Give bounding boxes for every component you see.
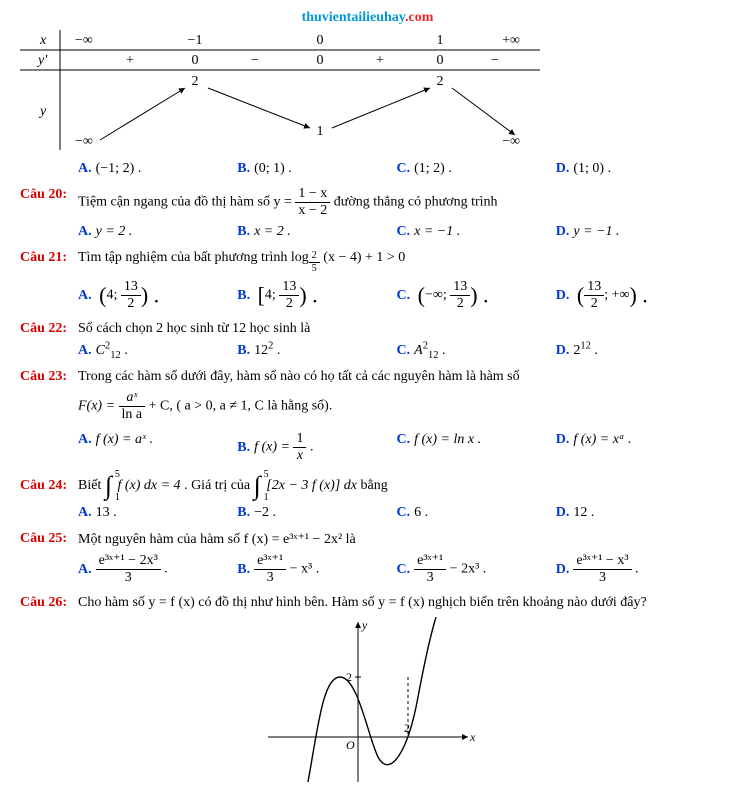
q23-formula: F(x) = aˣln a + C, ( a > 0, a ≠ 1, C là … bbox=[78, 391, 715, 422]
q19-opt-a: A.(−1; 2) . bbox=[78, 161, 237, 177]
q19-opt-d: D.(1; 0) . bbox=[556, 161, 715, 177]
q23-opt-c: C.f (x) = ln x . bbox=[397, 432, 556, 463]
q21-opt-c: C. (−∞; 132) . bbox=[397, 280, 556, 311]
svg-text:+∞: +∞ bbox=[502, 33, 520, 48]
svg-text:−1: −1 bbox=[188, 33, 203, 48]
svg-text:0: 0 bbox=[317, 33, 324, 48]
svg-text:−: − bbox=[491, 53, 499, 68]
question-20: Câu 20: Tiệm cận ngang của đồ thị hàm số… bbox=[20, 187, 715, 218]
q23-opt-a: A.f (x) = aˣ . bbox=[78, 432, 237, 463]
q22-opt-b: B.122 . bbox=[237, 343, 396, 359]
svg-text:y: y bbox=[361, 618, 368, 632]
svg-text:+: + bbox=[126, 53, 134, 68]
svg-text:2: 2 bbox=[192, 74, 199, 89]
q24-opt-c: C.6 . bbox=[397, 505, 556, 521]
q22-opt-c: C.A212 . bbox=[397, 343, 556, 359]
q25-options: A.e³ˣ⁺¹ − 2x³3 . B.e³ˣ⁺¹3 − x³ . C.e³ˣ⁺¹… bbox=[78, 554, 715, 585]
q26-label: Câu 26: bbox=[20, 595, 78, 611]
integral-icon: 5∫1 bbox=[105, 473, 112, 499]
svg-text:x: x bbox=[469, 730, 476, 744]
q20-label: Câu 20: bbox=[20, 187, 78, 203]
svg-text:−∞: −∞ bbox=[75, 33, 93, 48]
svg-text:1: 1 bbox=[317, 124, 324, 139]
q21-label: Câu 21: bbox=[20, 250, 78, 266]
question-21: Câu 21: Tìm tập nghiệm của bất phương tr… bbox=[20, 250, 715, 274]
q22-opt-a: A.C212 . bbox=[78, 343, 237, 359]
svg-text:0: 0 bbox=[317, 53, 324, 68]
q24-opt-d: D.12 . bbox=[556, 505, 715, 521]
q26-graph: x y O 2 2 bbox=[20, 617, 715, 792]
question-26: Câu 26: Cho hàm số y = f (x) có đồ thị n… bbox=[20, 595, 715, 611]
watermark-link: thuvientailieuhay.com bbox=[20, 10, 715, 26]
svg-text:O: O bbox=[346, 738, 355, 752]
q22-opt-d: D.212 . bbox=[556, 343, 715, 359]
question-24: Câu 24: Biết 5∫1 f (x) dx = 4 . Giá trị … bbox=[20, 473, 715, 499]
svg-text:2: 2 bbox=[437, 74, 444, 89]
q24-options: A.13 . B.−2 . C.6 . D.12 . bbox=[78, 505, 715, 521]
integral-icon: 5∫1 bbox=[254, 473, 261, 499]
q20-text: Tiệm cận ngang của đồ thị hàm số y = 1 −… bbox=[78, 187, 715, 218]
q20-opt-b: B.x = 2 . bbox=[237, 224, 396, 240]
q25-opt-b: B.e³ˣ⁺¹3 − x³ . bbox=[237, 554, 396, 585]
watermark-part2: .com bbox=[405, 10, 433, 25]
q19-options: A.(−1; 2) . B.(0; 1) . C.(1; 2) . D.(1; … bbox=[78, 161, 715, 177]
q25-opt-d: D.e³ˣ⁺¹ − x³3 . bbox=[556, 554, 715, 585]
q22-options: A.C212 . B.122 . C.A212 . D.212 . bbox=[78, 343, 715, 359]
question-25: Câu 25: Một nguyên hàm của hàm số f (x) … bbox=[20, 531, 715, 548]
svg-text:−∞: −∞ bbox=[502, 134, 520, 149]
tbl-x-label: x bbox=[39, 33, 47, 48]
q25-label: Câu 25: bbox=[20, 531, 78, 547]
q21-options: A. (4; 132) . B. [4; 132) . C. (−∞; 132)… bbox=[78, 280, 715, 311]
question-23: Câu 23: Trong các hàm số dưới đây, hàm s… bbox=[20, 369, 715, 385]
q24-opt-a: A.13 . bbox=[78, 505, 237, 521]
q25-opt-a: A.e³ˣ⁺¹ − 2x³3 . bbox=[78, 554, 237, 585]
q23-opt-d: D.f (x) = xᵃ . bbox=[556, 432, 715, 463]
svg-text:−∞: −∞ bbox=[75, 134, 93, 149]
q19-opt-b: B.(0; 1) . bbox=[237, 161, 396, 177]
q23-label: Câu 23: bbox=[20, 369, 78, 385]
q22-text: Số cách chọn 2 học sinh từ 12 học sinh l… bbox=[78, 321, 715, 337]
tbl-yprime-label: y' bbox=[36, 53, 48, 68]
q23-text1: Trong các hàm số dưới đây, hàm số nào có… bbox=[78, 369, 715, 385]
svg-text:+: + bbox=[376, 53, 384, 68]
q22-label: Câu 22: bbox=[20, 321, 78, 337]
svg-text:0: 0 bbox=[437, 53, 444, 68]
q20-options: A.y = 2 . B.x = 2 . C.x = −1 . D.y = −1 … bbox=[78, 224, 715, 240]
q19-opt-c: C.(1; 2) . bbox=[397, 161, 556, 177]
svg-text:1: 1 bbox=[437, 33, 444, 48]
q24-opt-b: B.−2 . bbox=[237, 505, 396, 521]
question-22: Câu 22: Số cách chọn 2 học sinh từ 12 họ… bbox=[20, 321, 715, 337]
q21-text: Tìm tập nghiệm của bất phương trình log2… bbox=[78, 250, 715, 274]
q24-label: Câu 24: bbox=[20, 478, 78, 494]
q23-opt-b: B.f (x) = 1x . bbox=[237, 432, 396, 463]
svg-text:−: − bbox=[251, 53, 259, 68]
watermark-part1: thuvientailieuhay bbox=[302, 10, 405, 25]
q23-options: A.f (x) = aˣ . B.f (x) = 1x . C.f (x) = … bbox=[78, 432, 715, 463]
tbl-y-label: y bbox=[38, 104, 47, 119]
q20-opt-a: A.y = 2 . bbox=[78, 224, 237, 240]
q21-opt-b: B. [4; 132) . bbox=[237, 280, 396, 311]
q25-text: Một nguyên hàm của hàm số f (x) = e³ˣ⁺¹ … bbox=[78, 531, 715, 548]
svg-text:0: 0 bbox=[192, 53, 199, 68]
q21-opt-d: D. (132; +∞) . bbox=[556, 280, 715, 311]
q21-opt-a: A. (4; 132) . bbox=[78, 280, 237, 311]
q26-text: Cho hàm số y = f (x) có đồ thị như hình … bbox=[78, 595, 715, 611]
q20-opt-c: C.x = −1 . bbox=[397, 224, 556, 240]
q25-opt-c: C.e³ˣ⁺¹3 − 2x³ . bbox=[397, 554, 556, 585]
q24-text: Biết 5∫1 f (x) dx = 4 . Giá trị của 5∫1 … bbox=[78, 473, 715, 499]
q20-opt-d: D.y = −1 . bbox=[556, 224, 715, 240]
variation-table: x y' y −∞ −1 0 1 +∞ + 0 − 0 + 0 − −∞ 2 1… bbox=[20, 30, 715, 155]
